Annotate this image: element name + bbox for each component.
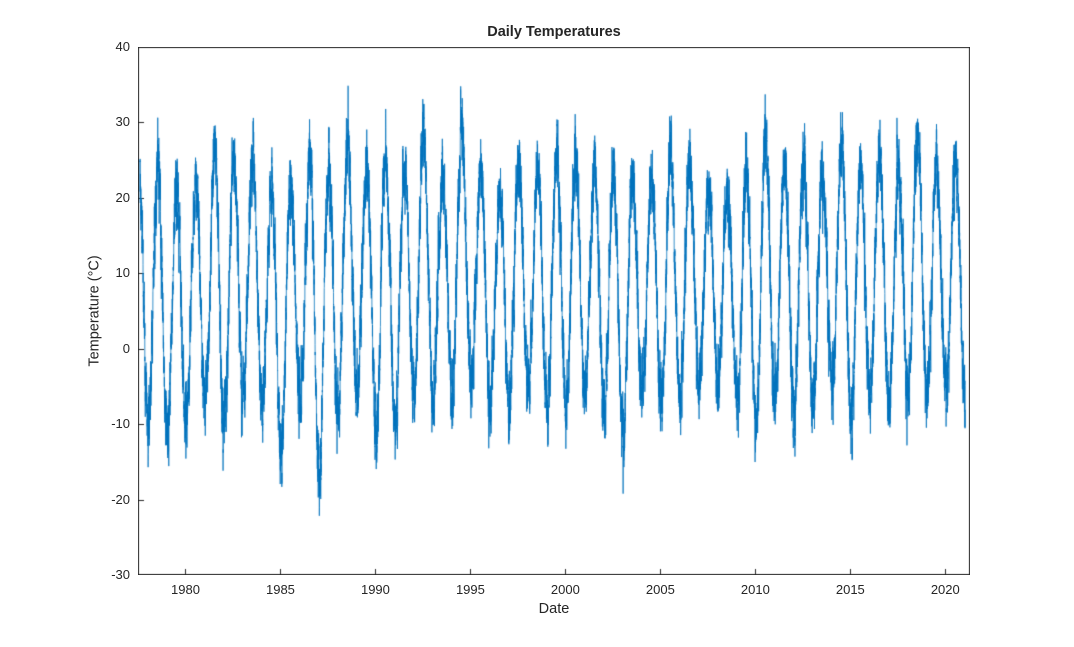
chart-title: Daily Temperatures [487, 24, 621, 40]
x-tick-label: 1980 [171, 582, 200, 597]
x-tick-label: 1995 [455, 582, 485, 597]
plot-area [138, 47, 970, 575]
x-tick-label: 1985 [265, 582, 295, 597]
x-tick-label: 2005 [645, 582, 675, 597]
y-tick-label: 20 [115, 189, 130, 205]
y-tick-label: 40 [115, 39, 130, 54]
x-axis-label: Date [538, 601, 570, 617]
y-tick-label: 30 [115, 114, 130, 130]
x-tick-label: 2020 [930, 582, 960, 597]
y-axis-label-wrap: Temperature (°C) [85, 47, 105, 575]
y-tick-label: -30 [111, 567, 130, 582]
y-tick-label: 0 [122, 340, 130, 356]
y-tick-label: 10 [115, 265, 130, 281]
y-tick-label: -20 [111, 491, 130, 507]
temperature-series-line [138, 47, 970, 575]
x-tick-label: 1990 [360, 582, 390, 597]
y-tick-label: -10 [111, 416, 130, 432]
x-tick-label: 2010 [740, 582, 770, 597]
x-tick-label: 2015 [835, 582, 865, 597]
x-tick-label: 2000 [550, 582, 580, 597]
y-axis-label: Temperature (°C) [87, 255, 104, 367]
